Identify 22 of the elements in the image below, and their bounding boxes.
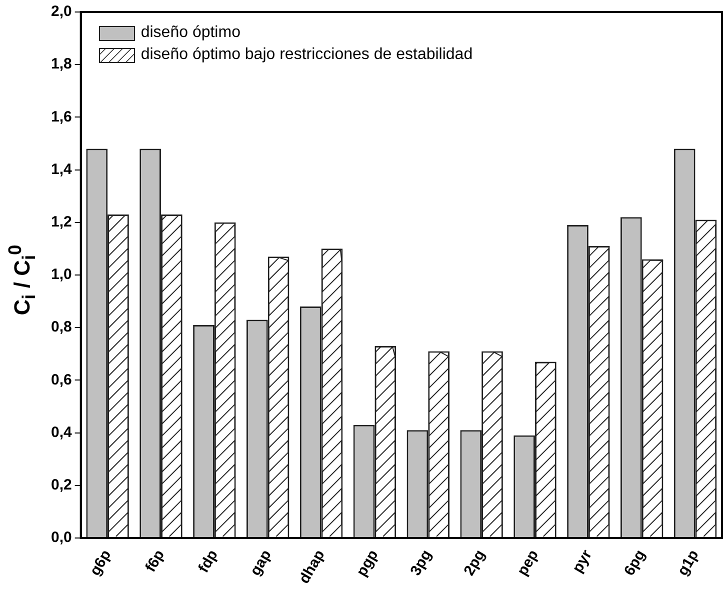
- x-tick-label: fdp: [195, 547, 222, 576]
- y-tick-label: 1,8: [50, 56, 72, 73]
- legend-label: diseño óptimo: [140, 23, 240, 43]
- legend-label: diseño óptimo bajo restricciones de estabilidad: [140, 45, 473, 65]
- x-tick-label: 2pg: [460, 547, 489, 579]
- y-tick-label: 0,8: [50, 318, 72, 336]
- x-tick-label: 3pg: [407, 547, 436, 579]
- x-tick-label: f6p: [142, 547, 168, 576]
- y-tick-label: 0,2: [50, 476, 72, 494]
- x-tick-label: 6pg: [620, 547, 649, 579]
- x-tick-label: g6p: [86, 547, 115, 579]
- y-tick-label: 2,0: [50, 3, 72, 20]
- y-tick-label: 1,6: [50, 108, 72, 126]
- x-tick-label: g1p: [674, 547, 702, 579]
- x-tick-label: gap: [246, 547, 275, 579]
- x-tick-label: pyr: [569, 546, 596, 576]
- y-tick-label: 1,2: [50, 214, 72, 231]
- y-tick-label: 0,4: [50, 424, 72, 441]
- y-tick-label: 1,4: [50, 160, 72, 178]
- y-tick-label: 1,0: [50, 266, 72, 284]
- y-tick-label: 0,0: [50, 529, 72, 546]
- y-tick-label: 0,6: [50, 371, 72, 388]
